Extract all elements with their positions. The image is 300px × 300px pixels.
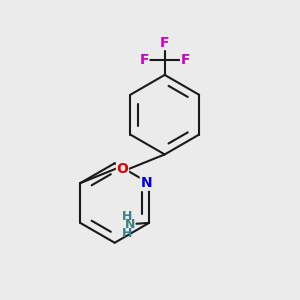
Text: F: F [140,53,149,67]
Text: F: F [160,35,169,50]
Text: O: O [116,162,128,176]
Text: N: N [125,218,135,231]
Text: N: N [140,176,152,190]
Text: H: H [122,227,132,240]
Text: H: H [122,211,132,224]
Text: F: F [181,53,190,67]
